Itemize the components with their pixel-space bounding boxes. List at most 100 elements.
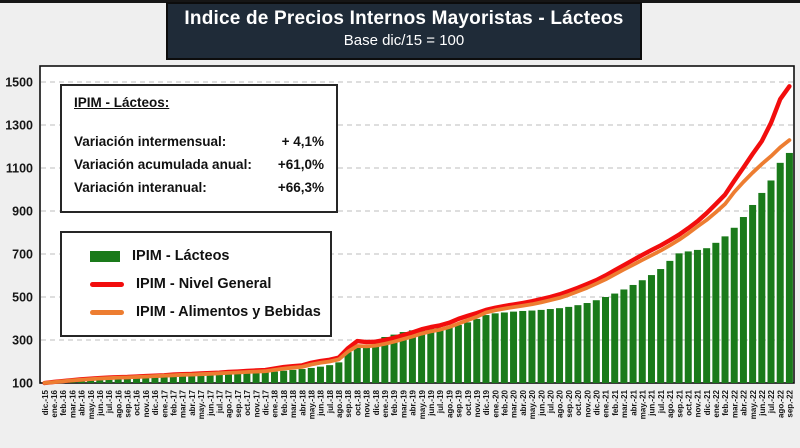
x-axis-tick-label: jun.-18 [317, 389, 326, 416]
x-axis-tick-label: dic.-21 [703, 389, 712, 415]
info-label: Variación intermensual: [74, 134, 227, 149]
x-axis-tick-label: feb.-19 [390, 389, 399, 415]
x-axis-tick-label: ago.-19 [445, 389, 454, 418]
x-axis-tick-label: ago.-16 [114, 389, 123, 418]
legend-item-lacteos: IPIM - Lácteos [90, 242, 330, 270]
bar-lacteos [270, 371, 278, 383]
bar-lacteos [730, 227, 738, 383]
bar-lacteos [519, 310, 527, 383]
bar-lacteos [252, 372, 260, 383]
x-axis-tick-label: ene.-17 [160, 389, 169, 417]
bar-lacteos [206, 375, 214, 383]
bar-lacteos [565, 306, 573, 383]
info-row-interanual: Variación interanual: +66,3% [74, 176, 324, 199]
x-axis-tick-label: ene.-19 [381, 389, 390, 417]
bar-lacteos [215, 374, 223, 383]
info-box-heading: IPIM - Lácteos: [74, 95, 170, 110]
green-bar-swatch-icon [90, 250, 120, 262]
bar-lacteos [528, 310, 536, 383]
x-axis-tick-label: nov.-16 [142, 389, 151, 417]
x-axis-tick-label: abr.-16 [78, 389, 87, 415]
x-axis-tick-label: may.-18 [307, 389, 316, 419]
bar-lacteos [675, 253, 683, 383]
x-axis-tick-label: nov.-17 [252, 389, 261, 417]
x-axis-tick-label: ene.-22 [712, 389, 721, 417]
bar-lacteos [234, 373, 242, 383]
x-axis-tick-label: feb.-18 [280, 389, 289, 415]
y-axis-tick-label: 500 [12, 291, 33, 305]
bar-lacteos [491, 313, 499, 383]
x-axis-tick-label: ago.-21 [666, 389, 675, 418]
bar-lacteos [620, 289, 628, 383]
y-axis-tick-label: 1100 [6, 162, 33, 176]
bar-lacteos [767, 180, 775, 383]
info-value: +66,3% [277, 180, 324, 195]
bar-lacteos [390, 334, 398, 383]
x-axis-tick-label: ene.-16 [50, 389, 59, 417]
bar-lacteos [105, 379, 113, 383]
bar-lacteos [510, 311, 518, 383]
x-axis-tick-label: ene.-18 [271, 389, 280, 417]
x-axis-tick-label: feb.-16 [59, 389, 68, 415]
bar-lacteos [436, 327, 444, 383]
info-value: + 4,1% [281, 134, 324, 149]
bar-lacteos [684, 251, 692, 383]
chart-legend: IPIM - Lácteos IPIM - Nivel General IPIM… [60, 231, 332, 337]
bar-lacteos [344, 352, 352, 383]
bar-lacteos [785, 152, 793, 383]
x-axis-tick-label: dic.-18 [372, 389, 381, 415]
x-axis-tick-label: mar.-19 [399, 389, 408, 418]
bar-lacteos [225, 374, 232, 383]
bar-lacteos [123, 378, 131, 383]
y-axis-tick-label: 1300 [5, 119, 33, 133]
bar-lacteos [602, 297, 609, 383]
bar-lacteos [647, 275, 655, 383]
bar-lacteos [188, 376, 196, 383]
x-axis-tick-label: jun.-21 [648, 389, 657, 416]
x-axis-tick-label: feb.-17 [170, 389, 179, 415]
x-axis-tick-label: jul.-21 [657, 389, 666, 414]
bar-lacteos [142, 378, 150, 383]
y-axis-tick-label: 900 [12, 205, 33, 219]
x-axis-tick-label: feb.-21 [611, 389, 620, 415]
x-axis-tick-label: oct.-19 [464, 389, 473, 415]
chart-title: Indice de Precios Internos Mayoristas - … [184, 8, 624, 29]
bar-lacteos [316, 366, 324, 383]
x-axis-tick-label: ago.-17 [225, 389, 234, 418]
bar-lacteos [592, 300, 600, 383]
x-axis-tick-label: oct.-17 [243, 389, 252, 415]
y-axis-tick-label: 1500 [5, 76, 33, 90]
info-row-intermensual: Variación intermensual: + 4,1% [74, 130, 324, 153]
line-alimentos-y-bebidas [42, 138, 792, 385]
bar-lacteos [160, 377, 168, 383]
x-axis-tick-label: mar.-17 [179, 389, 188, 418]
bar-lacteos [611, 293, 619, 383]
bar-lacteos [114, 379, 122, 383]
bar-lacteos [556, 308, 564, 383]
x-axis-tick-label: jun.-17 [206, 389, 215, 416]
bar-lacteos [418, 329, 426, 383]
bar-lacteos [454, 324, 462, 383]
x-axis-tick-label: nov.-18 [363, 389, 372, 417]
x-axis-tick-label: may.-21 [638, 389, 647, 419]
bar-lacteos [445, 326, 453, 383]
x-axis-tick-label: jul.-18 [326, 389, 335, 414]
bar-lacteos [335, 362, 343, 383]
bar-lacteos [289, 369, 297, 383]
bar-lacteos [546, 309, 554, 383]
info-label: Variación acumulada anual: [74, 157, 252, 172]
x-axis-tick-label: may.-16 [87, 389, 96, 419]
x-axis-tick-label: may.-22 [749, 389, 758, 419]
bar-lacteos [399, 332, 407, 383]
bar-lacteos [87, 380, 95, 383]
bar-lacteos [280, 370, 288, 383]
bar-lacteos [712, 242, 720, 383]
bar-lacteos [721, 236, 729, 383]
bar-lacteos [96, 380, 104, 383]
bar-lacteos [408, 330, 416, 383]
legend-label: IPIM - Lácteos [132, 248, 230, 264]
y-axis-tick-label: 300 [12, 334, 33, 348]
x-axis-tick-label: dic.-15 [41, 389, 50, 415]
x-axis-tick-label: ene.-21 [602, 389, 611, 417]
x-axis-tick-label: ene.-20 [491, 389, 500, 417]
